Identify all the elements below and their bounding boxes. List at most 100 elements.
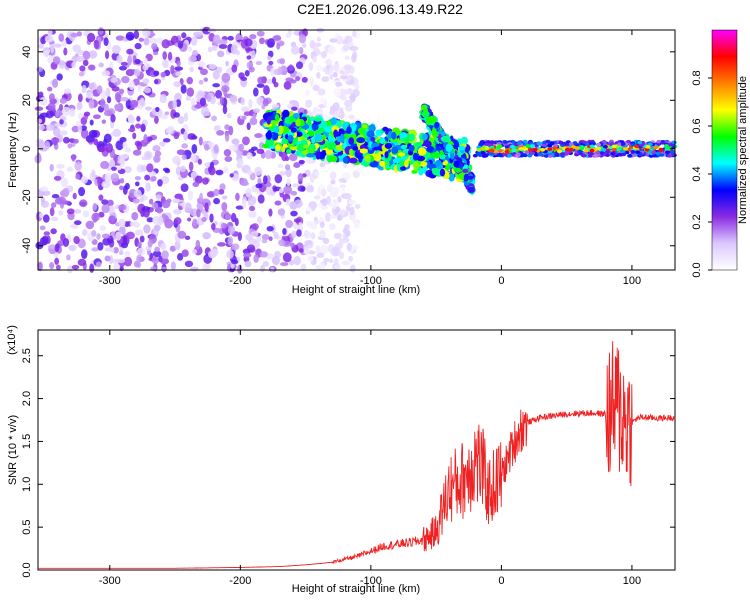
spectrogram-cell: [74, 161, 82, 171]
spectrogram-cell: [352, 170, 360, 179]
spectrogram-cell: [114, 92, 122, 102]
spectrogram-cell: [178, 205, 183, 210]
spectrogram-cell: [156, 206, 163, 214]
spectrogram-cell: [217, 242, 226, 247]
spectrogram-cell: [324, 212, 331, 222]
spectrogram-cell: [154, 246, 161, 253]
spectrogram-track-cell: [448, 173, 455, 182]
spectrogram-cell: [73, 235, 80, 245]
spectrogram-tone-cell: [522, 139, 528, 144]
spectrogram-cell: [231, 243, 240, 251]
spectrogram-tone-cell: [620, 142, 626, 146]
spectrogram-cell: [62, 136, 70, 144]
spectrogram-tone-cell: [509, 144, 515, 149]
spectrogram-tone-cell: [502, 140, 508, 144]
spectrogram-cell: [190, 152, 197, 162]
spectrogram-cell: [198, 79, 204, 85]
spectrogram-track-cell: [384, 142, 393, 149]
colorbar-ticks: 0.0 0.2 0.4 0.6 0.8: [691, 70, 712, 278]
spectrogram-cell: [137, 241, 142, 248]
spectrogram-cell: [110, 172, 120, 182]
spectrogram-cell: [78, 186, 86, 197]
spectrogram-cell: [242, 136, 250, 146]
spectrogram-cell: [197, 158, 202, 165]
spectrogram-tone-cell: [547, 147, 553, 152]
spectrogram-cell: [252, 113, 257, 119]
spectrogram-cell: [39, 212, 44, 219]
spectrogram-cell: [184, 235, 191, 241]
spectrogram-cell: [70, 32, 79, 38]
spectrogram-cell: [291, 106, 298, 111]
spectrogram-cell: [160, 257, 169, 265]
spectrogram-track-cell: [281, 146, 286, 153]
spectrogram-cell: [164, 111, 170, 116]
spectrogram-cell: [344, 99, 353, 107]
spectrogram-tone-cell: [588, 152, 594, 156]
spectrogram-tone-cell: [596, 146, 602, 151]
spectrogram-tone-cell: [619, 149, 625, 154]
spectrogram-track-cell: [455, 167, 462, 173]
spectrogram-cell: [85, 220, 95, 230]
spectrogram-cell: [185, 95, 191, 101]
spectrogram-cell: [188, 161, 194, 172]
spectrogram-cell: [56, 73, 63, 81]
spectrogram-cell: [49, 207, 55, 217]
spectrogram-cell: [88, 82, 95, 90]
spectrogram-cell: [319, 230, 326, 238]
spectrogram-cell: [82, 210, 90, 218]
spectrogram-cell: [39, 186, 49, 192]
spectrogram-cell: [115, 140, 124, 151]
spectrogram-cell: [282, 227, 287, 235]
spectrogram-cell: [122, 234, 128, 245]
spectrogram-cell: [247, 200, 253, 206]
spectrogram-cell: [246, 122, 251, 131]
spectrogram-track-cell: [416, 141, 423, 147]
spectrogram-cell: [37, 140, 45, 149]
spectrogram-cell: [241, 115, 247, 120]
spectrogram-cell: [340, 185, 346, 194]
figure-title: C2E1.2026.096.13.49.R22: [297, 1, 463, 17]
spectrogram-cell: [213, 144, 219, 154]
spectrogram-cell: [42, 46, 51, 56]
spectrogram-cell: [77, 124, 83, 133]
spectrogram-cell: [93, 39, 100, 49]
spectrogram-cell: [309, 39, 316, 49]
spectrogram-ytick-label: -40: [21, 238, 33, 254]
spectrogram-cell: [293, 199, 303, 208]
spectrogram-cell: [285, 167, 292, 178]
spectrogram-cell: [321, 204, 328, 210]
spectrogram-cell: [93, 138, 99, 146]
spectrogram-track-cell: [458, 145, 466, 151]
spectrogram-tone-cell: [605, 150, 611, 154]
spectrogram-cell: [47, 57, 54, 64]
spectrogram-cell: [126, 48, 134, 55]
spectrogram-cell: [180, 84, 187, 94]
spectrogram-cell: [351, 53, 357, 63]
spectrogram-cell: [96, 233, 101, 240]
spectrogram-cell: [333, 232, 342, 239]
spectrogram-cell: [293, 162, 301, 169]
spectrogram-cell: [303, 109, 308, 115]
spectrogram-cell: [98, 62, 104, 68]
spectrogram-cell: [298, 248, 304, 253]
spectrogram-track-cell: [444, 171, 450, 180]
spectrogram-cell: [134, 229, 144, 236]
spectrogram-cell: [306, 184, 315, 193]
spectrogram-cell: [38, 43, 44, 49]
spectrogram-cell: [47, 28, 53, 38]
colorbar-tick-label: 0.0: [691, 262, 703, 277]
spectrogram-cell: [189, 266, 199, 272]
spectrogram-track-cell: [265, 131, 273, 140]
spectrogram-cell: [143, 37, 150, 46]
spectrogram-cell: [248, 210, 257, 218]
spectrogram-cell: [270, 67, 275, 77]
spectrogram-track-cell: [307, 118, 312, 126]
spectrogram-cell: [219, 183, 226, 191]
spectrogram-cell: [184, 260, 194, 268]
spectrogram-cell: [162, 51, 167, 60]
spectrogram-tone-cell: [591, 141, 597, 146]
spectrogram-cell: [305, 99, 312, 108]
spectrogram-cell: [293, 255, 301, 266]
spectrogram-cell: [281, 151, 288, 162]
spectrogram-cell: [322, 237, 330, 244]
